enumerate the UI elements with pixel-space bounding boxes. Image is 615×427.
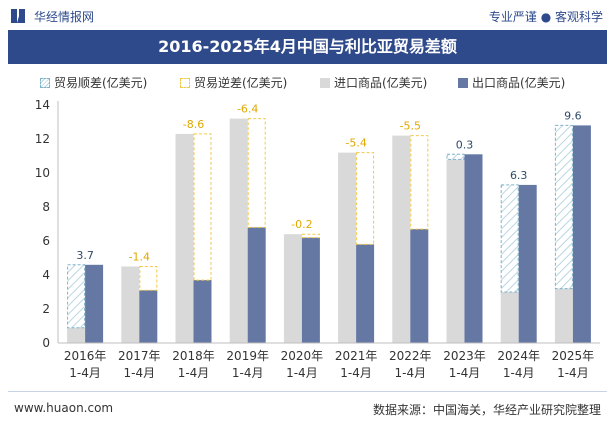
balance-data-label: -0.2 — [291, 218, 312, 231]
export-bar — [464, 154, 483, 343]
import-bar — [338, 152, 357, 343]
chart-title: 2016-2025年4月中国与利比亚贸易差额 — [158, 37, 457, 56]
balance-data-label: 9.6 — [564, 109, 582, 122]
import-bar — [446, 159, 465, 343]
y-tick-label: 8 — [42, 200, 50, 214]
export-bar — [410, 229, 429, 343]
import-bar — [283, 234, 302, 343]
x-tick-label-period: 1-4月 — [69, 366, 101, 380]
balance-data-label: 0.3 — [456, 138, 474, 151]
tagline: 专业严谨 ● 客观科学 — [488, 10, 603, 24]
footer-site: www.huaon.com — [14, 401, 114, 415]
import-bar — [554, 288, 573, 343]
y-tick-label: 2 — [42, 302, 50, 316]
export-bar — [518, 184, 537, 343]
export-bar — [301, 237, 320, 343]
footer-divider — [8, 391, 607, 392]
export-bar — [356, 244, 375, 343]
x-tick-label-year: 2021年 — [335, 349, 378, 363]
deficit-bar — [356, 152, 375, 245]
x-tick-label-period: 1-4月 — [178, 366, 210, 380]
bars-layer: 3.7 -1.4 -8.6 -6.4 -0.2 -5.4 -5.5 0.3 6.3 9.6 — [67, 103, 591, 344]
import-bar — [229, 118, 248, 343]
balance-data-label: -6.4 — [237, 103, 258, 116]
surplus-bar — [446, 153, 465, 160]
import-bar — [121, 266, 140, 343]
deficit-bar — [301, 233, 320, 239]
balance-data-label: -8.6 — [183, 118, 204, 131]
x-tick-label-period: 1-4月 — [286, 366, 318, 380]
footer-source: 数据来源：中国海关，华经产业研究院整理 — [372, 403, 601, 417]
x-tick-label-year: 2018年 — [172, 349, 215, 363]
deficit-bar — [139, 266, 158, 291]
import-bar — [175, 133, 194, 343]
x-tick-label-year: 2020年 — [281, 349, 324, 363]
x-tick-label-year: 2017年 — [118, 349, 161, 363]
y-tick-label: 4 — [42, 268, 50, 282]
export-bar — [247, 227, 266, 343]
x-tick-label-period: 1-4月 — [503, 366, 535, 380]
import-bar — [67, 327, 86, 343]
legend-label-surplus: 贸易顺差(亿美元) — [54, 76, 148, 90]
x-tick-label-year: 2019年 — [226, 349, 269, 363]
y-tick-label: 6 — [42, 234, 50, 248]
x-tick-label-year: 2016年 — [64, 349, 107, 363]
legend-swatch-export — [458, 78, 468, 88]
x-tick-label-year: 2025年 — [552, 349, 595, 363]
x-tick-label-year: 2022年 — [389, 349, 432, 363]
export-bar — [572, 125, 591, 344]
balance-data-label: -5.4 — [345, 137, 366, 150]
legend-label-deficit: 贸易逆差(亿美元) — [194, 76, 288, 90]
deficit-bar — [247, 118, 266, 228]
y-tick-label: 14 — [35, 98, 50, 112]
chart-title-bar: 2016-2025年4月中国与利比亚贸易差额 — [8, 30, 607, 64]
balance-data-label: 6.3 — [510, 169, 528, 182]
x-tick-label-year: 2023年 — [443, 349, 486, 363]
surplus-bar — [554, 124, 573, 290]
x-tick-label-period: 1-4月 — [449, 366, 481, 380]
import-bar — [392, 135, 411, 343]
x-axis: 2016年 1-4月 2017年 1-4月 2018年 1-4月 2019年 1-4月 2020… — [58, 342, 600, 380]
legend-swatch-import — [320, 78, 330, 88]
export-bar — [85, 264, 104, 343]
x-tick-label-period: 1-4月 — [394, 366, 426, 380]
legend-label-export: 出口商品(亿美元) — [472, 76, 566, 90]
legend-label-import: 进口商品(亿美元) — [334, 76, 428, 90]
deficit-bar — [410, 135, 429, 230]
balance-data-label: -5.5 — [400, 120, 421, 133]
y-tick-label: 10 — [35, 166, 50, 180]
x-tick-label-year: 2024年 — [497, 349, 540, 363]
import-bar — [500, 292, 519, 343]
export-bar — [193, 280, 212, 343]
x-tick-label-period: 1-4月 — [123, 366, 155, 380]
surplus-bar — [500, 184, 519, 293]
chart-legend: 贸易顺差(亿美元) 贸易逆差(亿美元) 进口商品(亿美元) 出口商品(亿美元) — [40, 74, 600, 92]
surplus-bar — [67, 264, 86, 329]
y-tick-label: 0 — [42, 336, 50, 350]
export-bar — [139, 290, 158, 343]
x-tick-label-period: 1-4月 — [557, 366, 589, 380]
y-axis: 0 2 4 6 8 10 12 14 — [35, 98, 59, 350]
legend-swatch-surplus — [40, 78, 50, 88]
balance-data-label: -1.4 — [129, 251, 150, 264]
deficit-bar — [193, 133, 212, 281]
brand-name: 华经情报网 — [34, 10, 95, 24]
y-tick-label: 12 — [35, 132, 50, 146]
top-bar: 华经情报网 专业严谨 ● 客观科学 — [0, 0, 615, 30]
balance-data-label: 3.7 — [76, 249, 94, 262]
x-tick-label-period: 1-4月 — [340, 366, 372, 380]
x-tick-label-period: 1-4月 — [232, 366, 264, 380]
legend-swatch-deficit — [180, 78, 190, 88]
huajing-logo-icon — [11, 9, 25, 23]
